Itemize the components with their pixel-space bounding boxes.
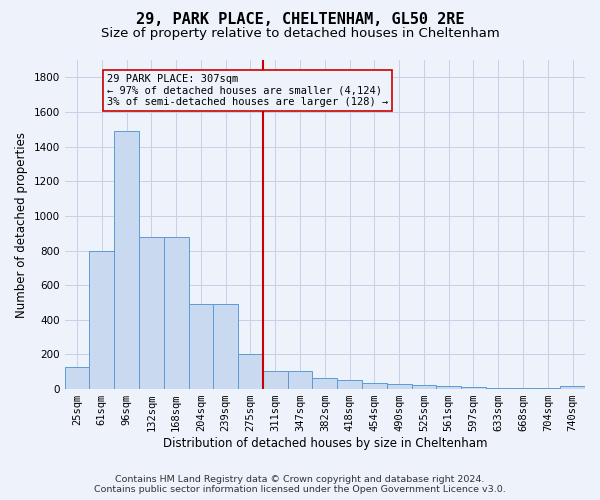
Text: 29, PARK PLACE, CHELTENHAM, GL50 2RE: 29, PARK PLACE, CHELTENHAM, GL50 2RE — [136, 12, 464, 28]
X-axis label: Distribution of detached houses by size in Cheltenham: Distribution of detached houses by size … — [163, 437, 487, 450]
Bar — [511, 388, 535, 389]
Text: Contains HM Land Registry data © Crown copyright and database right 2024.
Contai: Contains HM Land Registry data © Crown c… — [94, 474, 506, 494]
Bar — [387, 384, 412, 389]
Bar — [461, 388, 486, 389]
Bar — [214, 304, 238, 389]
Bar — [337, 380, 362, 389]
Bar — [263, 371, 287, 389]
Bar — [560, 386, 585, 389]
Bar — [89, 250, 114, 389]
Bar — [287, 371, 313, 389]
Text: Size of property relative to detached houses in Cheltenham: Size of property relative to detached ho… — [101, 28, 499, 40]
Y-axis label: Number of detached properties: Number of detached properties — [15, 132, 28, 318]
Bar — [65, 368, 89, 389]
Bar — [486, 388, 511, 389]
Bar — [238, 354, 263, 389]
Bar — [436, 386, 461, 389]
Bar — [313, 378, 337, 389]
Text: 29 PARK PLACE: 307sqm
← 97% of detached houses are smaller (4,124)
3% of semi-de: 29 PARK PLACE: 307sqm ← 97% of detached … — [107, 74, 388, 107]
Bar — [412, 385, 436, 389]
Bar — [535, 388, 560, 389]
Bar — [139, 236, 164, 389]
Bar — [114, 131, 139, 389]
Bar — [164, 236, 188, 389]
Bar — [362, 383, 387, 389]
Bar — [188, 304, 214, 389]
